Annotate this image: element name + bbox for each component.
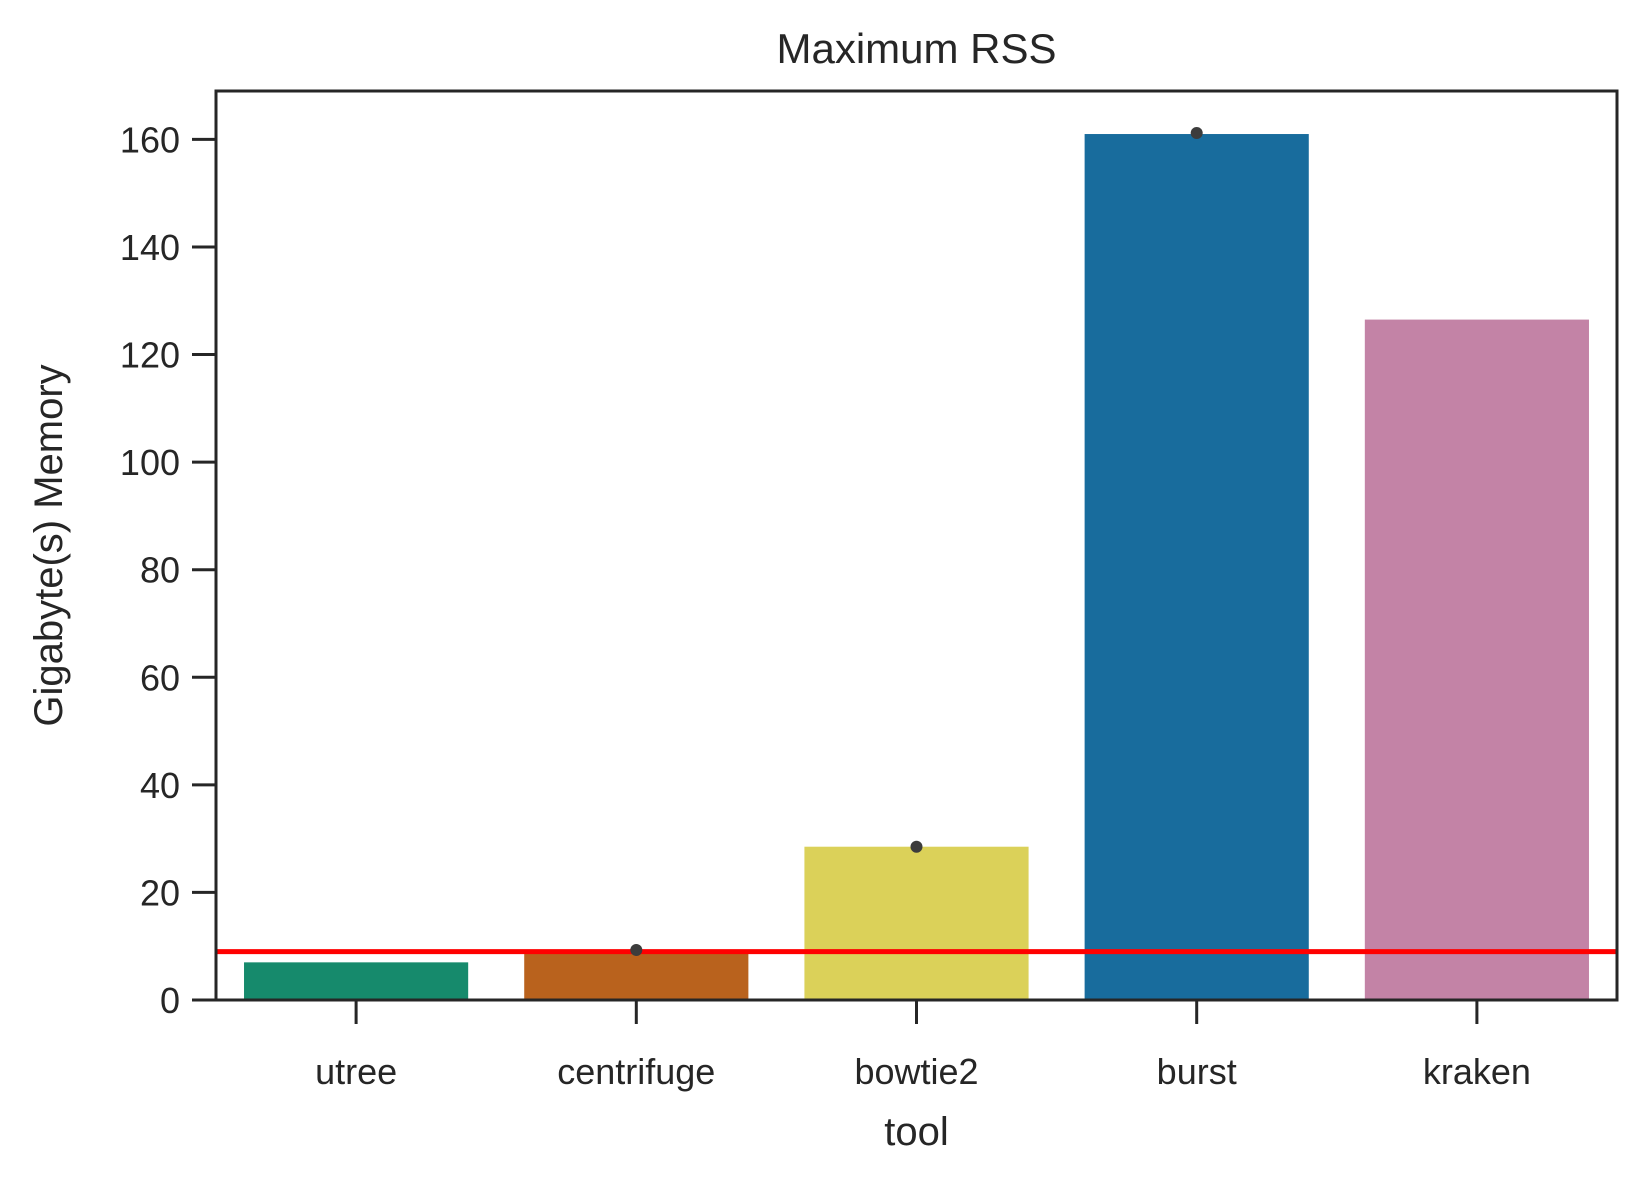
y-axis-label: Gigabyte(s) Memory [27,364,71,726]
bar-centrifuge [524,951,749,1000]
y-tick-label: 120 [120,335,180,376]
y-tick-label: 60 [140,657,180,698]
points-layer [630,126,1203,956]
bar-kraken [1364,319,1589,1000]
bars-layer [244,134,1589,1000]
y-tick-label: 40 [140,765,180,806]
point-centrifuge [630,943,643,956]
y-axis: 0 20 40 60 80 100 120 140 160 [120,119,216,1021]
x-tick-label: burst [1157,1051,1237,1092]
x-tick-label: centrifuge [557,1051,715,1092]
x-tick-label: utree [315,1051,397,1092]
y-tick-label: 100 [120,442,180,483]
bar-burst [1084,134,1309,1000]
x-axis: utree centrifuge bowtie2 burst kraken [315,1000,1531,1092]
y-tick-label: 160 [120,119,180,160]
bar-utree [244,962,469,1000]
y-tick-label: 80 [140,550,180,591]
chart-title: Maximum RSS [776,25,1056,72]
point-burst [1190,126,1203,139]
x-tick-label: kraken [1423,1051,1531,1092]
bar-bowtie2 [804,846,1029,1000]
x-tick-label: bowtie2 [854,1051,978,1092]
point-bowtie2 [910,840,923,853]
y-tick-label: 140 [120,227,180,268]
x-axis-label: tool [884,1110,949,1154]
y-tick-label: 0 [160,980,180,1021]
y-tick-label: 20 [140,872,180,913]
